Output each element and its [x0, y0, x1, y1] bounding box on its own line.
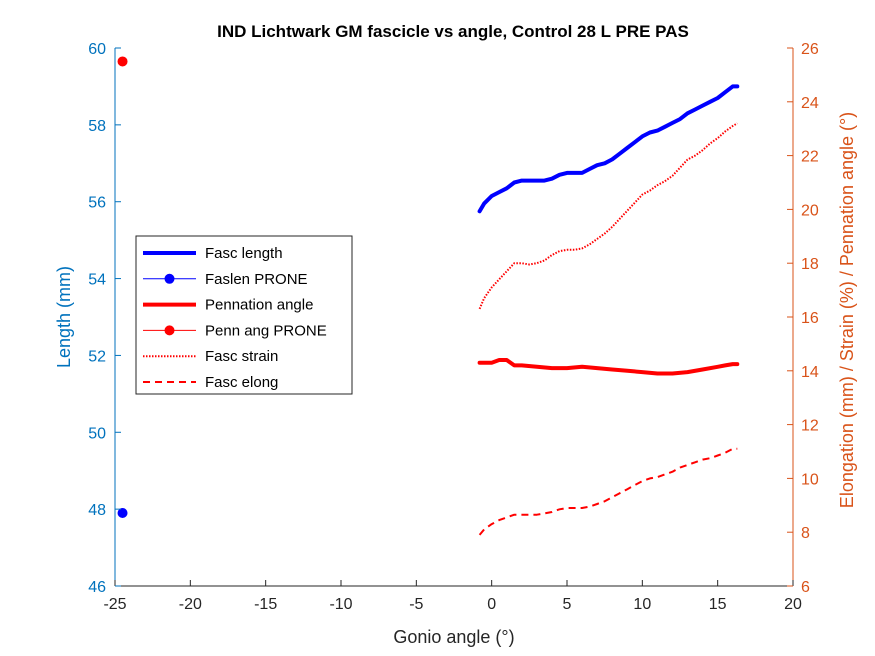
fasc-length-line	[477, 84, 740, 214]
left-y-tick-label: 48	[88, 502, 106, 519]
right-y-tick-label: 22	[801, 149, 819, 166]
left-y-tick-label: 56	[88, 195, 106, 212]
x-tick-label: 10	[633, 596, 651, 613]
x-ticks: -25 -20 -15 -10 -5 0 5 10 15 20	[103, 580, 802, 613]
legend: Fasc length Faslen PRONE Pennation angle Pe…	[135, 235, 353, 395]
left-y-tick-label: 54	[88, 272, 106, 289]
x-tick-label: -5	[409, 596, 423, 613]
right-y-tick-label: 8	[801, 525, 810, 542]
right-y-tick-label: 16	[801, 310, 819, 327]
right-y-ticks: 6 8 10 12 14 16 18 20 22 24 26	[787, 41, 819, 596]
x-tick-label: -15	[254, 596, 277, 613]
faslen-prone-point	[117, 507, 128, 518]
legend-label-penn-ang-prone: Penn ang PRONE	[205, 322, 327, 339]
plot-area	[117, 56, 740, 536]
penn-ang-prone-point	[117, 56, 128, 67]
right-y-tick-label: 10	[801, 471, 819, 488]
left-y-tick-label: 46	[88, 579, 106, 596]
legend-marker-faslen-prone	[164, 273, 175, 284]
x-tick-label: -20	[179, 596, 202, 613]
right-y-tick-label: 24	[801, 95, 819, 112]
legend-label-pennation-angle: Pennation angle	[205, 297, 313, 314]
left-y-axis-label: Length (mm)	[54, 266, 74, 368]
left-y-tick-label: 50	[88, 425, 106, 442]
legend-label-fasc-elong: Fasc elong	[205, 374, 278, 391]
right-y-tick-label: 20	[801, 202, 819, 219]
pennation-angle-line	[477, 358, 740, 376]
legend-box	[135, 235, 353, 395]
fasc-strain-line	[478, 122, 738, 310]
fasc-elong-line	[478, 447, 738, 536]
legend-label-faslen-prone: Faslen PRONE	[205, 271, 308, 288]
legend-label-fasc-length: Fasc length	[205, 245, 283, 262]
left-y-tick-label: 52	[88, 348, 106, 365]
left-y-tick-label: 60	[88, 41, 106, 58]
right-y-tick-label: 12	[801, 418, 819, 435]
right-y-tick-label: 26	[801, 41, 819, 58]
legend-marker-penn-ang-prone	[164, 325, 175, 336]
legend-label-fasc-strain: Fasc strain	[205, 348, 278, 365]
x-tick-label: 15	[709, 596, 727, 613]
x-tick-label: 0	[487, 596, 496, 613]
right-y-tick-label: 14	[801, 364, 819, 381]
right-y-tick-label: 6	[801, 579, 810, 596]
right-y-tick-label: 18	[801, 256, 819, 273]
left-y-ticks: 46 48 50 52 54 56 58 60	[88, 41, 121, 596]
chart-title: IND Lichtwark GM fascicle vs angle, Cont…	[217, 22, 689, 41]
x-tick-label: -10	[329, 596, 352, 613]
x-tick-label: 20	[784, 596, 802, 613]
right-y-axis-label: Elongation (mm) / Strain (%) / Pennation…	[837, 112, 857, 508]
x-tick-label: 5	[563, 596, 572, 613]
left-y-tick-label: 58	[88, 118, 106, 135]
x-axis-label: Gonio angle (°)	[393, 627, 514, 647]
x-tick-label: -25	[103, 596, 126, 613]
